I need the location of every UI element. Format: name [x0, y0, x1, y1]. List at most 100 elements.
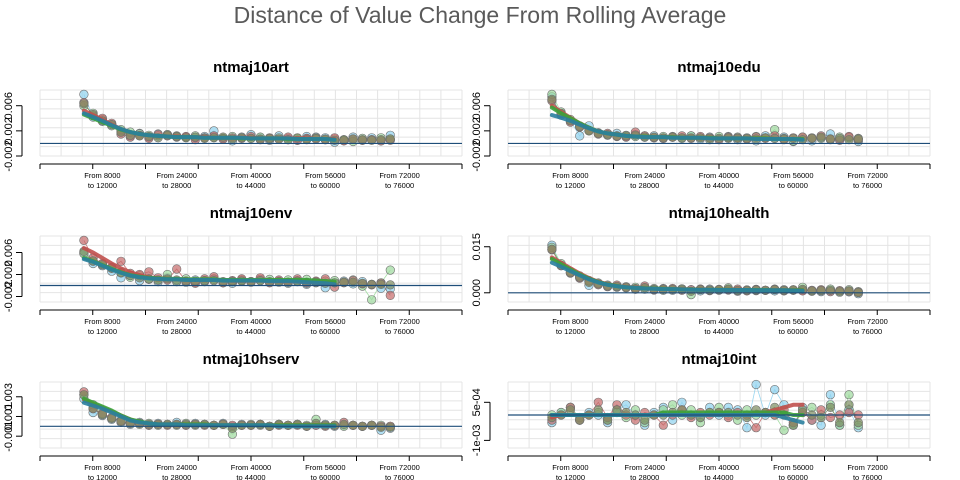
data-point: [357, 278, 368, 288]
data-point: [779, 425, 789, 435]
x-tick-label-2: to 44000: [236, 473, 265, 480]
x-tick-label-2: to 60000: [311, 181, 340, 190]
data-point: [835, 133, 845, 143]
x-tick-label-2: to 12000: [556, 327, 585, 336]
data-point: [79, 99, 89, 109]
smooth-line-teal: [549, 113, 805, 142]
data-point: [385, 290, 395, 301]
x-tick-label: From 40000: [699, 317, 739, 326]
data-point: [621, 400, 631, 410]
y-tick-label: 5e-04: [471, 388, 483, 416]
x-tick-label: From 56000: [773, 171, 813, 180]
x-tick-label-2: to 28000: [630, 327, 659, 336]
y-tick-label: 0.006: [471, 92, 483, 120]
data-point: [751, 379, 761, 390]
data-point: [667, 400, 678, 410]
x-tick-label-2: to 12000: [88, 181, 117, 190]
data-point: [807, 133, 817, 143]
data-point: [658, 420, 668, 430]
y-tick-label: 0.000: [471, 279, 483, 307]
data-point: [640, 415, 650, 425]
x-tick-label-2: to 28000: [162, 327, 191, 336]
x-tick-label: From 8000: [552, 463, 588, 472]
data-point: [825, 390, 836, 400]
y-tick-label: -0.001: [3, 421, 15, 452]
x-tick-label: From 56000: [773, 463, 813, 472]
x-tick-label: From 8000: [84, 317, 120, 326]
data-point: [385, 422, 395, 432]
data-point: [797, 405, 808, 415]
x-tick-label: From 56000: [773, 317, 813, 326]
x-tick-label-2: to 76000: [385, 181, 414, 190]
data-point: [385, 265, 395, 275]
x-tick-label: From 24000: [156, 317, 196, 326]
x-tick-label: From 8000: [552, 171, 588, 180]
smooth-line-teal: [81, 257, 337, 287]
x-tick-label-2: to 28000: [162, 181, 191, 190]
x-tick-label: From 40000: [231, 171, 271, 180]
data-point: [593, 405, 603, 415]
x-tick-label-2: to 44000: [236, 181, 265, 190]
y-tick-label: -0.002: [471, 140, 483, 171]
x-tick-label: From 40000: [699, 171, 739, 180]
y-tick-label: 0.001: [3, 403, 15, 431]
data-point: [376, 422, 386, 432]
data-point: [367, 279, 377, 290]
data-point: [357, 135, 368, 145]
data-point: [816, 286, 826, 296]
y-tick-label: 0.002: [3, 117, 15, 145]
x-tick-label-2: to 44000: [704, 473, 733, 480]
panel-title: ntmaj10hserv: [203, 351, 300, 368]
x-tick-label: From 24000: [156, 463, 196, 472]
data-point: [385, 134, 395, 144]
data-point: [602, 415, 613, 425]
data-point: [825, 134, 836, 144]
grid: [39, 381, 463, 449]
x-tick-label-2: to 12000: [88, 473, 117, 480]
x-tick-label: From 24000: [156, 171, 196, 180]
data-point: [376, 135, 386, 145]
x-tick-label: From 72000: [379, 463, 419, 472]
y-tick-label: -1e-03: [471, 424, 483, 456]
y-tick-label: 0.015: [471, 233, 483, 261]
data-point: [339, 419, 349, 430]
data-point: [816, 132, 826, 142]
data-point: [367, 135, 377, 145]
data-point: [844, 286, 854, 296]
x-tick-label-2: to 60000: [311, 327, 340, 336]
x-tick-label-2: to 12000: [556, 473, 585, 480]
x-tick-label: From 72000: [379, 317, 419, 326]
data-point: [116, 256, 126, 266]
x-tick-label: From 8000: [552, 317, 588, 326]
x-tick-label: From 40000: [231, 463, 271, 472]
data-point: [575, 415, 585, 425]
figure-title: Distance of Value Change From Rolling Av…: [234, 2, 727, 28]
x-tick-label-2: to 60000: [311, 473, 340, 480]
x-tick-label: From 72000: [847, 171, 887, 180]
y-tick-label: 0.006: [3, 92, 15, 120]
x-tick-label: From 72000: [847, 317, 887, 326]
data-point: [807, 286, 817, 296]
y-tick-label: 0.002: [471, 117, 483, 145]
data-point: [547, 94, 557, 104]
data-point: [367, 295, 377, 305]
points: [547, 379, 863, 435]
x-tick-label-2: to 28000: [162, 473, 191, 480]
y-tick-label: 0.002: [3, 261, 15, 289]
x-tick-label-2: to 28000: [630, 181, 659, 190]
data-point: [844, 400, 854, 410]
x-tick-label-2: to 60000: [779, 473, 808, 480]
data-point: [844, 135, 854, 145]
data-point: [816, 420, 826, 430]
x-tick-label: From 24000: [624, 317, 664, 326]
panel-title: ntmaj10int: [681, 351, 756, 368]
x-tick-label: From 56000: [305, 171, 345, 180]
data-point: [575, 131, 585, 141]
